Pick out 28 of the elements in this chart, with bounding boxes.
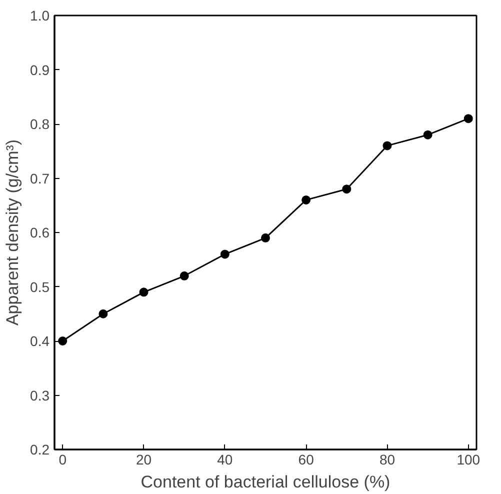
point — [180, 271, 189, 280]
point — [423, 130, 432, 140]
y-tick-label: 0.3 — [30, 387, 50, 404]
y-axis-title: Apparent density (g/cm³) — [3, 139, 22, 326]
x-axis-title: Content of bacterial cellulose (%) — [140, 472, 390, 492]
x-tick-label: 40 — [217, 452, 233, 468]
y-tick-label: 0.2 — [30, 442, 50, 458]
point — [342, 184, 352, 194]
y-tick-label: 0.9 — [30, 62, 50, 78]
x-tick-label: 0 — [58, 452, 67, 468]
point — [464, 114, 473, 124]
point — [261, 233, 270, 242]
point — [382, 141, 392, 150]
x-tick-label: 100 — [456, 452, 480, 468]
point — [220, 250, 230, 259]
y-tick-label: 1.0 — [30, 8, 50, 24]
x-tick-label: 20 — [136, 452, 152, 468]
y-tick-label: 0.6 — [30, 224, 50, 240]
y-tick-label: 0.4 — [30, 333, 50, 349]
point — [302, 195, 311, 204]
y-tick-label: 0.8 — [30, 116, 50, 132]
point — [58, 336, 68, 346]
x-tick-label: 80 — [379, 452, 396, 468]
y-tick-label: 0.5 — [30, 278, 50, 295]
point — [139, 288, 148, 297]
y-tick-label: 0.7 — [30, 170, 50, 186]
point — [98, 309, 108, 318]
x-tick-label: 60 — [298, 452, 314, 468]
